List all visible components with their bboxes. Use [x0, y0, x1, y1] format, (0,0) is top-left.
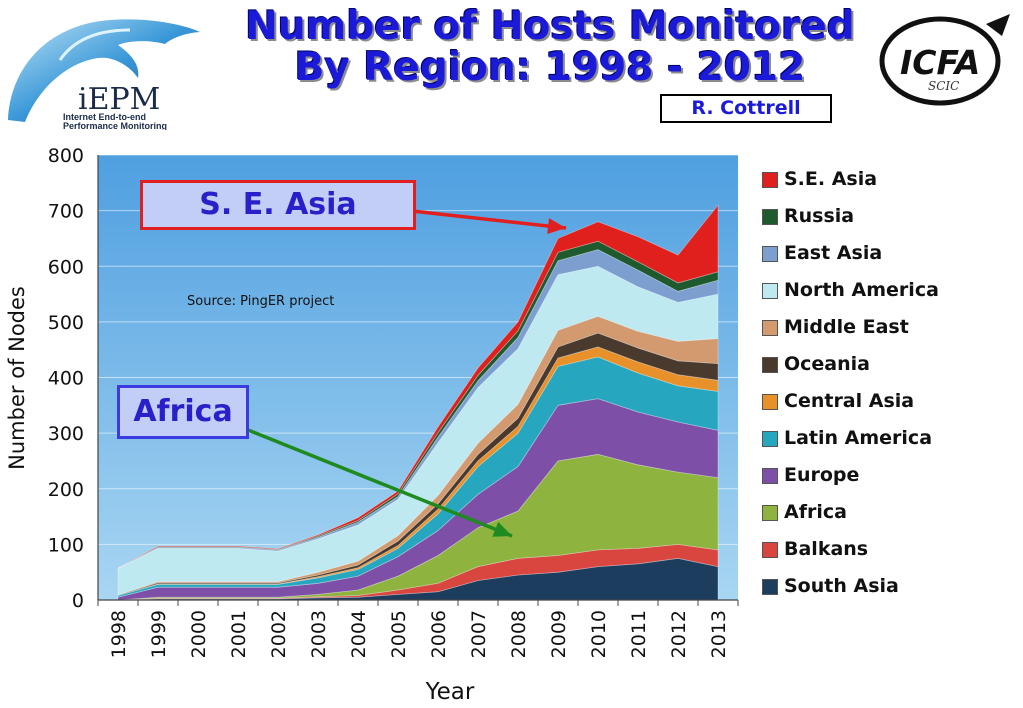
x-tick-label: 2003 [308, 610, 330, 658]
x-tick-label: 2002 [268, 610, 290, 658]
callout-africa: Africa [117, 385, 249, 439]
legend-swatch [762, 505, 778, 521]
x-tick-label: 2007 [468, 610, 490, 658]
legend-swatch [762, 542, 778, 558]
icfa-logo: ICFA SCIC [878, 6, 1018, 106]
x-tick-label: 2009 [548, 610, 570, 658]
legend-label: Middle East [784, 316, 909, 338]
area-europe [117, 398, 719, 601]
legend-label: S.E. Asia [784, 168, 878, 190]
y-tick-label: 700 [48, 201, 84, 223]
x-tick-label: 2006 [428, 610, 450, 658]
arrow-africa-shaft [242, 426, 513, 538]
title-line-2: By Region: 1998 - 2012 [294, 45, 806, 90]
x-axis-label: Year [425, 679, 475, 705]
legend-swatch [762, 172, 778, 188]
arrow-africa-head [492, 521, 512, 537]
x-tick-label: 2010 [588, 610, 610, 658]
logo-right-sub: SCIC [928, 79, 959, 93]
y-tick-label: 800 [48, 145, 84, 167]
x-tick-label: 2005 [388, 610, 410, 658]
x-tick-label: 2008 [508, 610, 530, 658]
icfa-ellipse [879, 16, 1001, 106]
area-s-e-asia [117, 203, 719, 569]
dolphin-icon [8, 19, 200, 122]
logo-left-tagline1: Internet End-to-end [63, 112, 146, 122]
logo-right-name: ICFA [900, 43, 980, 82]
legend-swatch [762, 468, 778, 484]
legend-label: Africa [784, 501, 847, 523]
legend-label: Russia [784, 205, 855, 227]
area-oceania [117, 332, 719, 597]
legend-label: Europe [784, 464, 860, 486]
area-latin-america [117, 356, 719, 598]
x-tick-labels: 1998 1999 2000 2001 2002 2003 2004 2005 2006 2007… [108, 610, 730, 658]
y-axis-label: Number of Nodes [5, 286, 29, 470]
legend-swatch [762, 283, 778, 299]
legend-swatch [762, 320, 778, 336]
chart-title: Number of Hosts Monitored By Region: 199… [205, 6, 895, 88]
y-tick-label: 300 [48, 423, 84, 445]
source-annotation: Source: PingER project [187, 294, 334, 309]
arrow-se-asia-shaft [411, 209, 567, 230]
legend-label: Oceania [784, 353, 870, 375]
logo-left-tagline2: Performance Monitoring [63, 121, 167, 130]
legend-label: Central Asia [784, 390, 915, 412]
legend-label: North America [784, 279, 939, 301]
x-tick-label: 1998 [108, 610, 130, 658]
legend-swatch [762, 357, 778, 373]
legend-label: Latin America [784, 427, 933, 449]
legend-swatch [762, 246, 778, 262]
area-series [117, 203, 719, 601]
area-russia [117, 240, 719, 569]
y-tick-label: 200 [48, 479, 84, 501]
callout-se-asia: S. E. Asia [140, 180, 416, 230]
arrow-se-asia-head [547, 218, 566, 234]
legend-label: Balkans [784, 538, 869, 560]
title-line-1: Number of Hosts Monitored [245, 4, 855, 49]
y-tick-label: 600 [48, 256, 84, 278]
legend-swatch [762, 209, 778, 225]
legend-swatch [762, 394, 778, 410]
x-tick-label: 2011 [628, 610, 650, 658]
y-tick-label: 400 [48, 368, 84, 390]
y-tick-label: 0 [72, 590, 84, 612]
x-tick-label: 2013 [708, 610, 730, 658]
x-tick-label: 2004 [348, 610, 370, 658]
area-north-america [117, 265, 719, 596]
legend-label: East Asia [784, 242, 883, 264]
legend-swatch [762, 431, 778, 447]
x-tick-label: 2001 [228, 610, 250, 658]
y-tick-labels: 0 100 200 300 400 500 600 700 800 [48, 145, 84, 612]
logo-left-name: iEPM [78, 82, 160, 117]
axes [97, 155, 739, 606]
author-box: R. Cottrell [660, 94, 832, 123]
legend-swatch [762, 579, 778, 595]
x-tick-label: 2000 [188, 610, 210, 658]
x-tick-label: 2012 [668, 610, 690, 658]
callout-arrows [242, 209, 567, 538]
iepm-logo: iEPM Internet End-to-end Performance Mon… [0, 0, 205, 131]
y-tick-label: 100 [48, 534, 84, 556]
y-tick-label: 500 [48, 312, 84, 334]
icfa-arrow-icon [986, 14, 1010, 36]
legend-label: South Asia [784, 575, 899, 597]
x-tick-label: 1999 [148, 610, 170, 658]
